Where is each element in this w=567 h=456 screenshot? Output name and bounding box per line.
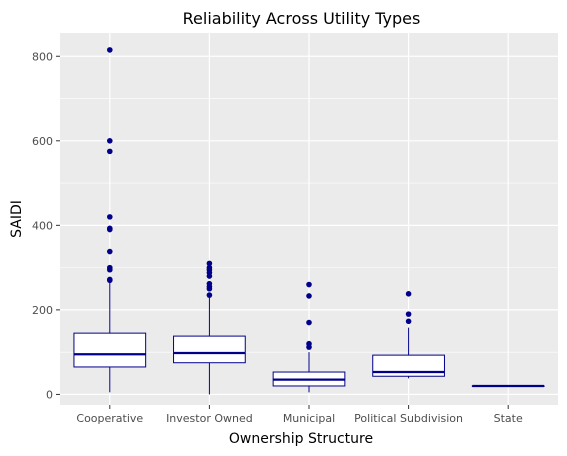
outlier-point [206, 292, 213, 298]
y-tick-label: 0 [46, 388, 53, 401]
x-tick-label: Cooperative [76, 412, 143, 425]
outlier-point [107, 148, 113, 155]
outlier-point [405, 291, 412, 297]
outlier-point [107, 276, 113, 283]
axis-ticks: 0 200 400 600 800 Cooperative Investor Owned Mu… [32, 50, 523, 425]
chart-title: Reliability Across Utility Types [183, 9, 421, 28]
outlier-point [107, 214, 113, 220]
x-axis-title: Ownership Structure [229, 431, 373, 447]
y-tick-label: 200 [32, 304, 53, 317]
x-tick-label: Political Subdivision [354, 412, 463, 425]
box-cooperative [73, 47, 147, 393]
outlier-point [306, 340, 312, 347]
box-municipal [272, 281, 346, 393]
outlier-point [107, 248, 113, 255]
x-tick-label: Investor Owned [166, 412, 253, 425]
outlier-point [107, 47, 113, 53]
outlier-point [107, 264, 113, 271]
y-tick-label: 600 [32, 135, 53, 148]
boxes [73, 47, 545, 395]
outlier-point [405, 311, 412, 317]
outlier-point [306, 281, 312, 288]
y-axis-title: SAIDI [9, 200, 25, 238]
box-iqr [173, 335, 246, 364]
y-tick-label: 800 [32, 50, 53, 63]
x-tick-label: Municipal [283, 412, 335, 425]
box-state [471, 384, 545, 388]
outlier-point [206, 264, 213, 271]
outlier-point [306, 319, 312, 326]
outlier-point [306, 293, 312, 299]
y-tick-label: 400 [32, 219, 53, 232]
outlier-point [206, 260, 213, 267]
box-investor-owned [173, 260, 246, 395]
outlier-point [107, 137, 113, 144]
box-iqr [73, 332, 147, 368]
outlier-point [405, 318, 412, 325]
x-tick-label: State [494, 412, 523, 425]
box-political-subdivision [372, 291, 445, 379]
outlier-point [107, 225, 113, 232]
outlier-point [206, 280, 213, 287]
